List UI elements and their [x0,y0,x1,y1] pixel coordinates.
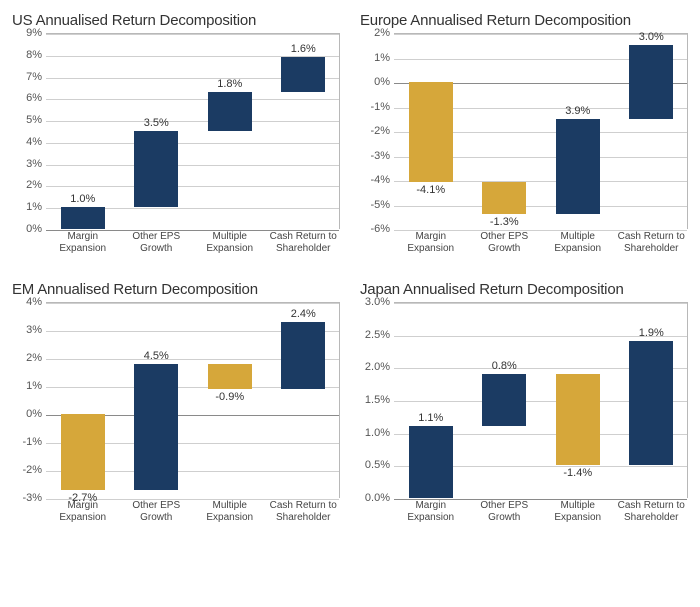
chart-area: 0%1%2%3%4%5%6%7%8%9%1.0%3.5%1.8%1.6%Marg… [12,33,340,263]
y-axis-label: 4% [12,296,42,308]
x-axis-label: Other EPSGrowth [121,500,191,523]
x-axis-label: MultipleExpansion [543,231,613,254]
y-axis-label: -3% [360,150,390,162]
y-axis-label: -3% [12,492,42,504]
y-axis-label: 7% [12,71,42,83]
bar [409,82,453,182]
y-axis-label: 2% [12,352,42,364]
bar-value-label: -1.4% [548,467,608,479]
bar-value-label: -1.3% [474,216,534,228]
y-axis-label: 1% [12,380,42,392]
y-axis-label: -1% [360,101,390,113]
y-axis-label: -4% [360,174,390,186]
bar-value-label: 3.5% [126,117,186,129]
y-axis-label: 8% [12,49,42,61]
bar [409,426,453,498]
y-axis-label: 0% [12,408,42,420]
x-axis-label: Other EPSGrowth [469,500,539,523]
bar [629,341,673,465]
chart-area: -6%-5%-4%-3%-2%-1%0%1%2%-4.1%-1.3%3.9%3.… [360,33,688,263]
panel-title: US Annualised Return Decomposition [12,12,340,29]
x-axis-label: Other EPSGrowth [121,231,191,254]
x-axis-label: MarginExpansion [396,231,466,254]
bar-value-label: 1.1% [401,412,461,424]
y-axis-label: -2% [12,464,42,476]
bar [281,57,325,92]
y-axis-label: 0.0% [360,492,390,504]
bar-value-label: 3.9% [548,105,608,117]
y-axis-label: 3% [12,324,42,336]
y-axis-label: 0% [12,223,42,235]
x-axis-label: Cash Return toShareholder [616,231,686,254]
y-axis-label: 0.5% [360,459,390,471]
panel-us: US Annualised Return Decomposition 0% 1% 2… [12,12,340,263]
y-axis-label: 1.5% [360,394,390,406]
bar-value-label: 4.5% [126,350,186,362]
y-axis-label: 2.0% [360,361,390,373]
panel-title: Japan Annualised Return Decomposition [360,281,688,298]
bar [556,374,600,465]
panel-title: EM Annualised Return Decomposition [12,281,340,298]
x-axis-label: Cash Return toShareholder [616,500,686,523]
bar-value-label: 1.0% [53,193,113,205]
y-axis-label: 1% [360,52,390,64]
x-axis-label: MarginExpansion [396,500,466,523]
y-axis-label: -6% [360,223,390,235]
y-axis-label: -2% [360,125,390,137]
bar-value-label: 3.0% [621,31,681,43]
bar-value-label: 2.4% [273,308,333,320]
chart-grid: US Annualised Return Decomposition 0% 1% 2… [12,12,688,532]
y-axis-label: 5% [12,114,42,126]
x-axis-label: Cash Return toShareholder [268,500,338,523]
x-axis-label: MarginExpansion [48,231,118,254]
bar [61,414,105,490]
x-axis-label: MultipleExpansion [195,231,265,254]
panel-japan: Japan Annualised Return Decomposition 0.… [360,281,688,532]
x-axis-label: Other EPSGrowth [469,231,539,254]
panel-title: Europe Annualised Return Decomposition [360,12,688,29]
bar-value-label: -4.1% [401,184,461,196]
y-axis-label: -1% [12,436,42,448]
bar-value-label: 1.8% [200,78,260,90]
x-axis-label: MarginExpansion [48,500,118,523]
bar [134,131,178,207]
bar [134,364,178,490]
y-axis-label: 3.0% [360,296,390,308]
y-axis-label: 1% [12,201,42,213]
y-axis-label: 3% [12,158,42,170]
bar [482,374,526,426]
chart-area: -3%-2%-1%0%1%2%3%4%-2.7%4.5%-0.9%2.4%Mar… [12,302,340,532]
y-axis-label: -5% [360,199,390,211]
bar-value-label: 1.6% [273,43,333,55]
bar [208,92,252,131]
chart-area: 0.0%0.5%1.0%1.5%2.0%2.5%3.0%1.1%0.8%-1.4… [360,302,688,532]
bar [61,207,105,229]
bar-value-label: 0.8% [474,360,534,372]
y-axis-label: 2.5% [360,329,390,341]
y-axis-label: 1.0% [360,427,390,439]
y-axis-label: 0% [360,76,390,88]
bar [208,364,252,389]
bar [629,45,673,119]
x-axis-label: MultipleExpansion [195,500,265,523]
y-axis-label: 4% [12,136,42,148]
y-axis-label: 6% [12,92,42,104]
bar [482,182,526,214]
y-axis-label: 2% [12,179,42,191]
panel-europe: Europe Annualised Return Decomposition -… [360,12,688,263]
bar-value-label: 1.9% [621,327,681,339]
y-axis-label: 2% [360,27,390,39]
x-axis-label: Cash Return toShareholder [268,231,338,254]
bar [281,322,325,389]
y-axis-label: 9% [12,27,42,39]
x-axis-label: MultipleExpansion [543,500,613,523]
panel-em: EM Annualised Return Decomposition -3% -2… [12,281,340,532]
bar [556,119,600,215]
bar-value-label: -0.9% [200,391,260,403]
